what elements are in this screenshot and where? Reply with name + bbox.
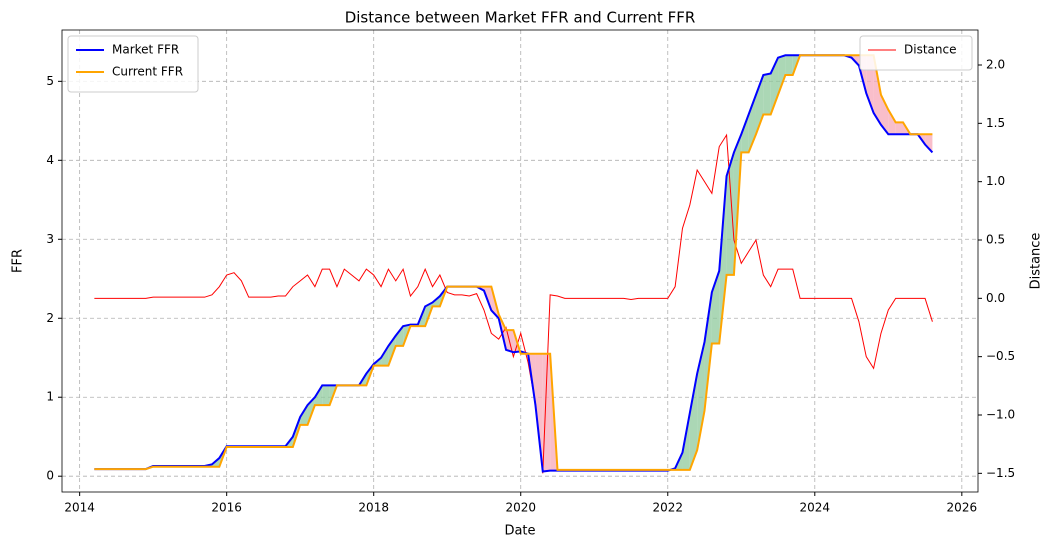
y2-tick-label: 1.0 — [986, 174, 1005, 188]
y2-tick-label: 0.5 — [986, 233, 1005, 247]
y2-tick-label: −1.0 — [986, 408, 1015, 422]
fill-area — [873, 55, 881, 125]
fill-area — [778, 55, 786, 95]
legend-label: Distance — [904, 43, 956, 57]
fill-area — [535, 353, 543, 472]
y-tick-label: 5 — [46, 74, 54, 88]
fill-area — [741, 114, 749, 153]
fill-area — [763, 73, 771, 115]
fill-area — [395, 326, 404, 346]
y2-tick-label: −1.5 — [986, 466, 1015, 480]
x-tick-label: 2024 — [800, 501, 831, 515]
y2-tick-label: 1.5 — [986, 116, 1005, 130]
fill-area — [314, 385, 323, 406]
x-axis-label: Date — [504, 524, 535, 539]
y2-axis-label: Distance — [1029, 233, 1044, 290]
plot-frame — [61, 29, 979, 493]
y-tick-label: 4 — [46, 153, 54, 167]
y-axis-label: FFR — [11, 249, 26, 273]
y-tick-label: 1 — [46, 390, 54, 404]
fill-area — [542, 353, 551, 472]
fill-area — [704, 292, 712, 411]
y2-tick-label: 0.0 — [986, 291, 1005, 305]
fill-area — [895, 122, 904, 135]
y2-tick-label: 2.0 — [986, 58, 1005, 72]
fill-area — [322, 385, 330, 406]
x-tick-label: 2022 — [652, 501, 683, 515]
y-tick-label: 2 — [46, 311, 54, 325]
fill-area — [925, 134, 933, 153]
y2-tick-label: −0.5 — [986, 349, 1015, 363]
x-tick-label: 2016 — [211, 501, 242, 515]
legend-label: Current FFR — [112, 65, 183, 79]
fill-area — [719, 176, 727, 344]
fill-area — [381, 345, 389, 366]
y-tick-label: 3 — [46, 232, 54, 246]
fill-area — [888, 109, 896, 135]
x-tick-label: 2014 — [64, 501, 95, 515]
series-line — [94, 133, 933, 474]
fill-area — [880, 94, 889, 135]
fill-area — [785, 55, 793, 76]
chart-title: Distance between Market FFR and Current … — [345, 9, 696, 27]
fill-area — [689, 373, 698, 470]
fill-area — [726, 152, 734, 275]
x-tick-label: 2020 — [505, 501, 536, 515]
y-tick-label: 0 — [46, 469, 54, 483]
legend-box — [859, 35, 973, 71]
x-tick-label: 2026 — [947, 501, 978, 515]
x-tick-label: 2018 — [358, 501, 389, 515]
series-line — [94, 54, 933, 471]
legend-label: Market FFR — [112, 43, 179, 57]
series-line — [94, 54, 934, 473]
fill-area — [300, 405, 308, 425]
